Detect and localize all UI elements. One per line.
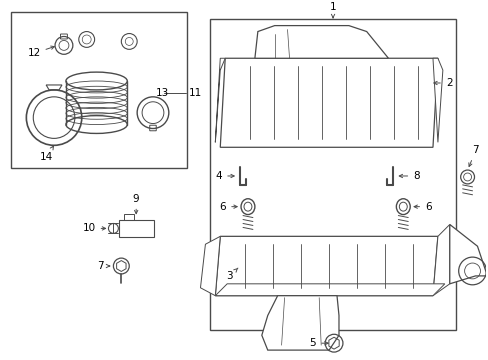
Text: 1: 1: [329, 2, 336, 18]
Polygon shape: [449, 225, 487, 284]
Polygon shape: [215, 284, 444, 296]
Text: 8: 8: [398, 171, 419, 181]
Polygon shape: [254, 26, 387, 58]
Polygon shape: [200, 236, 220, 296]
Text: 12: 12: [27, 46, 54, 58]
Polygon shape: [261, 296, 338, 350]
Text: 9: 9: [133, 194, 139, 214]
Polygon shape: [432, 58, 442, 142]
Text: 3: 3: [226, 268, 238, 281]
Text: 7: 7: [97, 261, 109, 271]
Text: 10: 10: [82, 224, 105, 233]
Polygon shape: [215, 236, 437, 296]
Text: 7: 7: [468, 145, 478, 166]
Text: 14: 14: [40, 146, 53, 162]
Bar: [11, 12, 186, 168]
Text: 6: 6: [413, 202, 431, 212]
Polygon shape: [220, 58, 437, 147]
Text: 11: 11: [188, 88, 202, 98]
Text: 6: 6: [219, 202, 237, 212]
Polygon shape: [215, 58, 225, 142]
Bar: [210, 19, 455, 330]
Text: 4: 4: [215, 171, 234, 181]
Polygon shape: [432, 225, 449, 296]
Text: 5: 5: [309, 338, 327, 348]
Text: 13: 13: [156, 88, 169, 98]
Text: 2: 2: [433, 78, 451, 88]
